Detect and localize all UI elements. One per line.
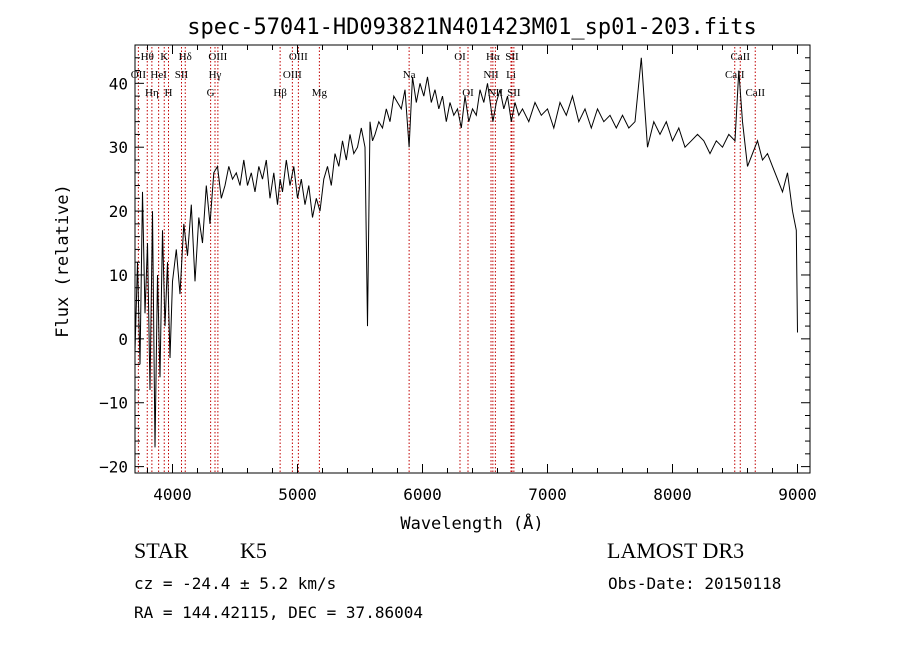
y-tick-label-6: 40: [109, 74, 128, 93]
line-label-26: CaII: [745, 87, 765, 99]
line-label-10: G: [207, 87, 215, 99]
x-tick-label-4: 8000: [653, 485, 692, 504]
line-label-18: Hα: [486, 51, 500, 63]
emission-line-markers: [137, 47, 756, 472]
survey-name: LAMOST DR3: [607, 538, 745, 563]
line-label-3: HeI: [150, 69, 167, 81]
line-label-14: Mg: [312, 87, 328, 99]
x-tick-label-2: 6000: [403, 485, 442, 504]
x-tick-label-3: 7000: [528, 485, 567, 504]
line-label-25: CaII: [730, 51, 750, 63]
line-label-12: OIII: [283, 69, 302, 81]
line-label-22: Li: [506, 69, 516, 81]
line-label-5: H: [165, 87, 173, 99]
line-label-6: SII: [175, 69, 189, 81]
y-axis-label: Flux (relative): [53, 184, 73, 338]
ra-dec-coordinates: RA = 144.42115, DEC = 37.86004: [134, 603, 423, 622]
observation-date: Obs-Date: 20150118: [608, 574, 782, 593]
line-label-15: Na: [403, 69, 416, 81]
object-class: STAR: [134, 538, 189, 563]
line-label-21: SII: [505, 51, 519, 63]
axis-tick-labels: 4000 5000 6000 7000 8000 9000 −20 −10 0 10 20 30 40: [99, 74, 817, 504]
line-label-23: SII: [507, 87, 521, 99]
x-tick-label-5: 9000: [778, 485, 817, 504]
line-label-1: OII: [131, 69, 147, 81]
object-subclass: K5: [240, 538, 267, 563]
line-label-16: OI: [454, 51, 466, 63]
line-label-7: Hδ: [179, 51, 192, 63]
line-label-0: Hθ: [141, 51, 154, 63]
line-label-11: Hβ: [273, 87, 287, 99]
spectrum-line: [134, 57, 798, 448]
line-label-9: Hγ: [209, 69, 222, 81]
y-tick-label-3: 10: [109, 266, 128, 285]
x-tick-label-1: 5000: [278, 485, 317, 504]
x-tick-label-0: 4000: [153, 485, 192, 504]
y-tick-label-4: 20: [109, 202, 128, 221]
line-label-19: NII: [483, 69, 499, 81]
line-label-24: CaII: [725, 69, 745, 81]
line-label-8: OIII: [208, 51, 227, 63]
line-label-17: OI: [462, 87, 474, 99]
line-label-13: OIII: [289, 51, 308, 63]
redshift-velocity: cz = -24.4 ± 5.2 km/s: [134, 574, 337, 593]
y-tick-label-1: −10: [99, 394, 128, 413]
line-label-4: K: [160, 51, 168, 63]
x-axis-label: Wavelength (Å): [400, 512, 543, 534]
axis-ticks: [135, 45, 810, 473]
y-tick-label-0: −20: [99, 458, 128, 477]
y-tick-label-2: 0: [118, 330, 128, 349]
line-label-2: Hη: [145, 87, 159, 99]
chart-title: spec-57041-HD093821N401423M01_sp01-203.f…: [187, 15, 757, 40]
y-tick-label-5: 30: [109, 138, 128, 157]
